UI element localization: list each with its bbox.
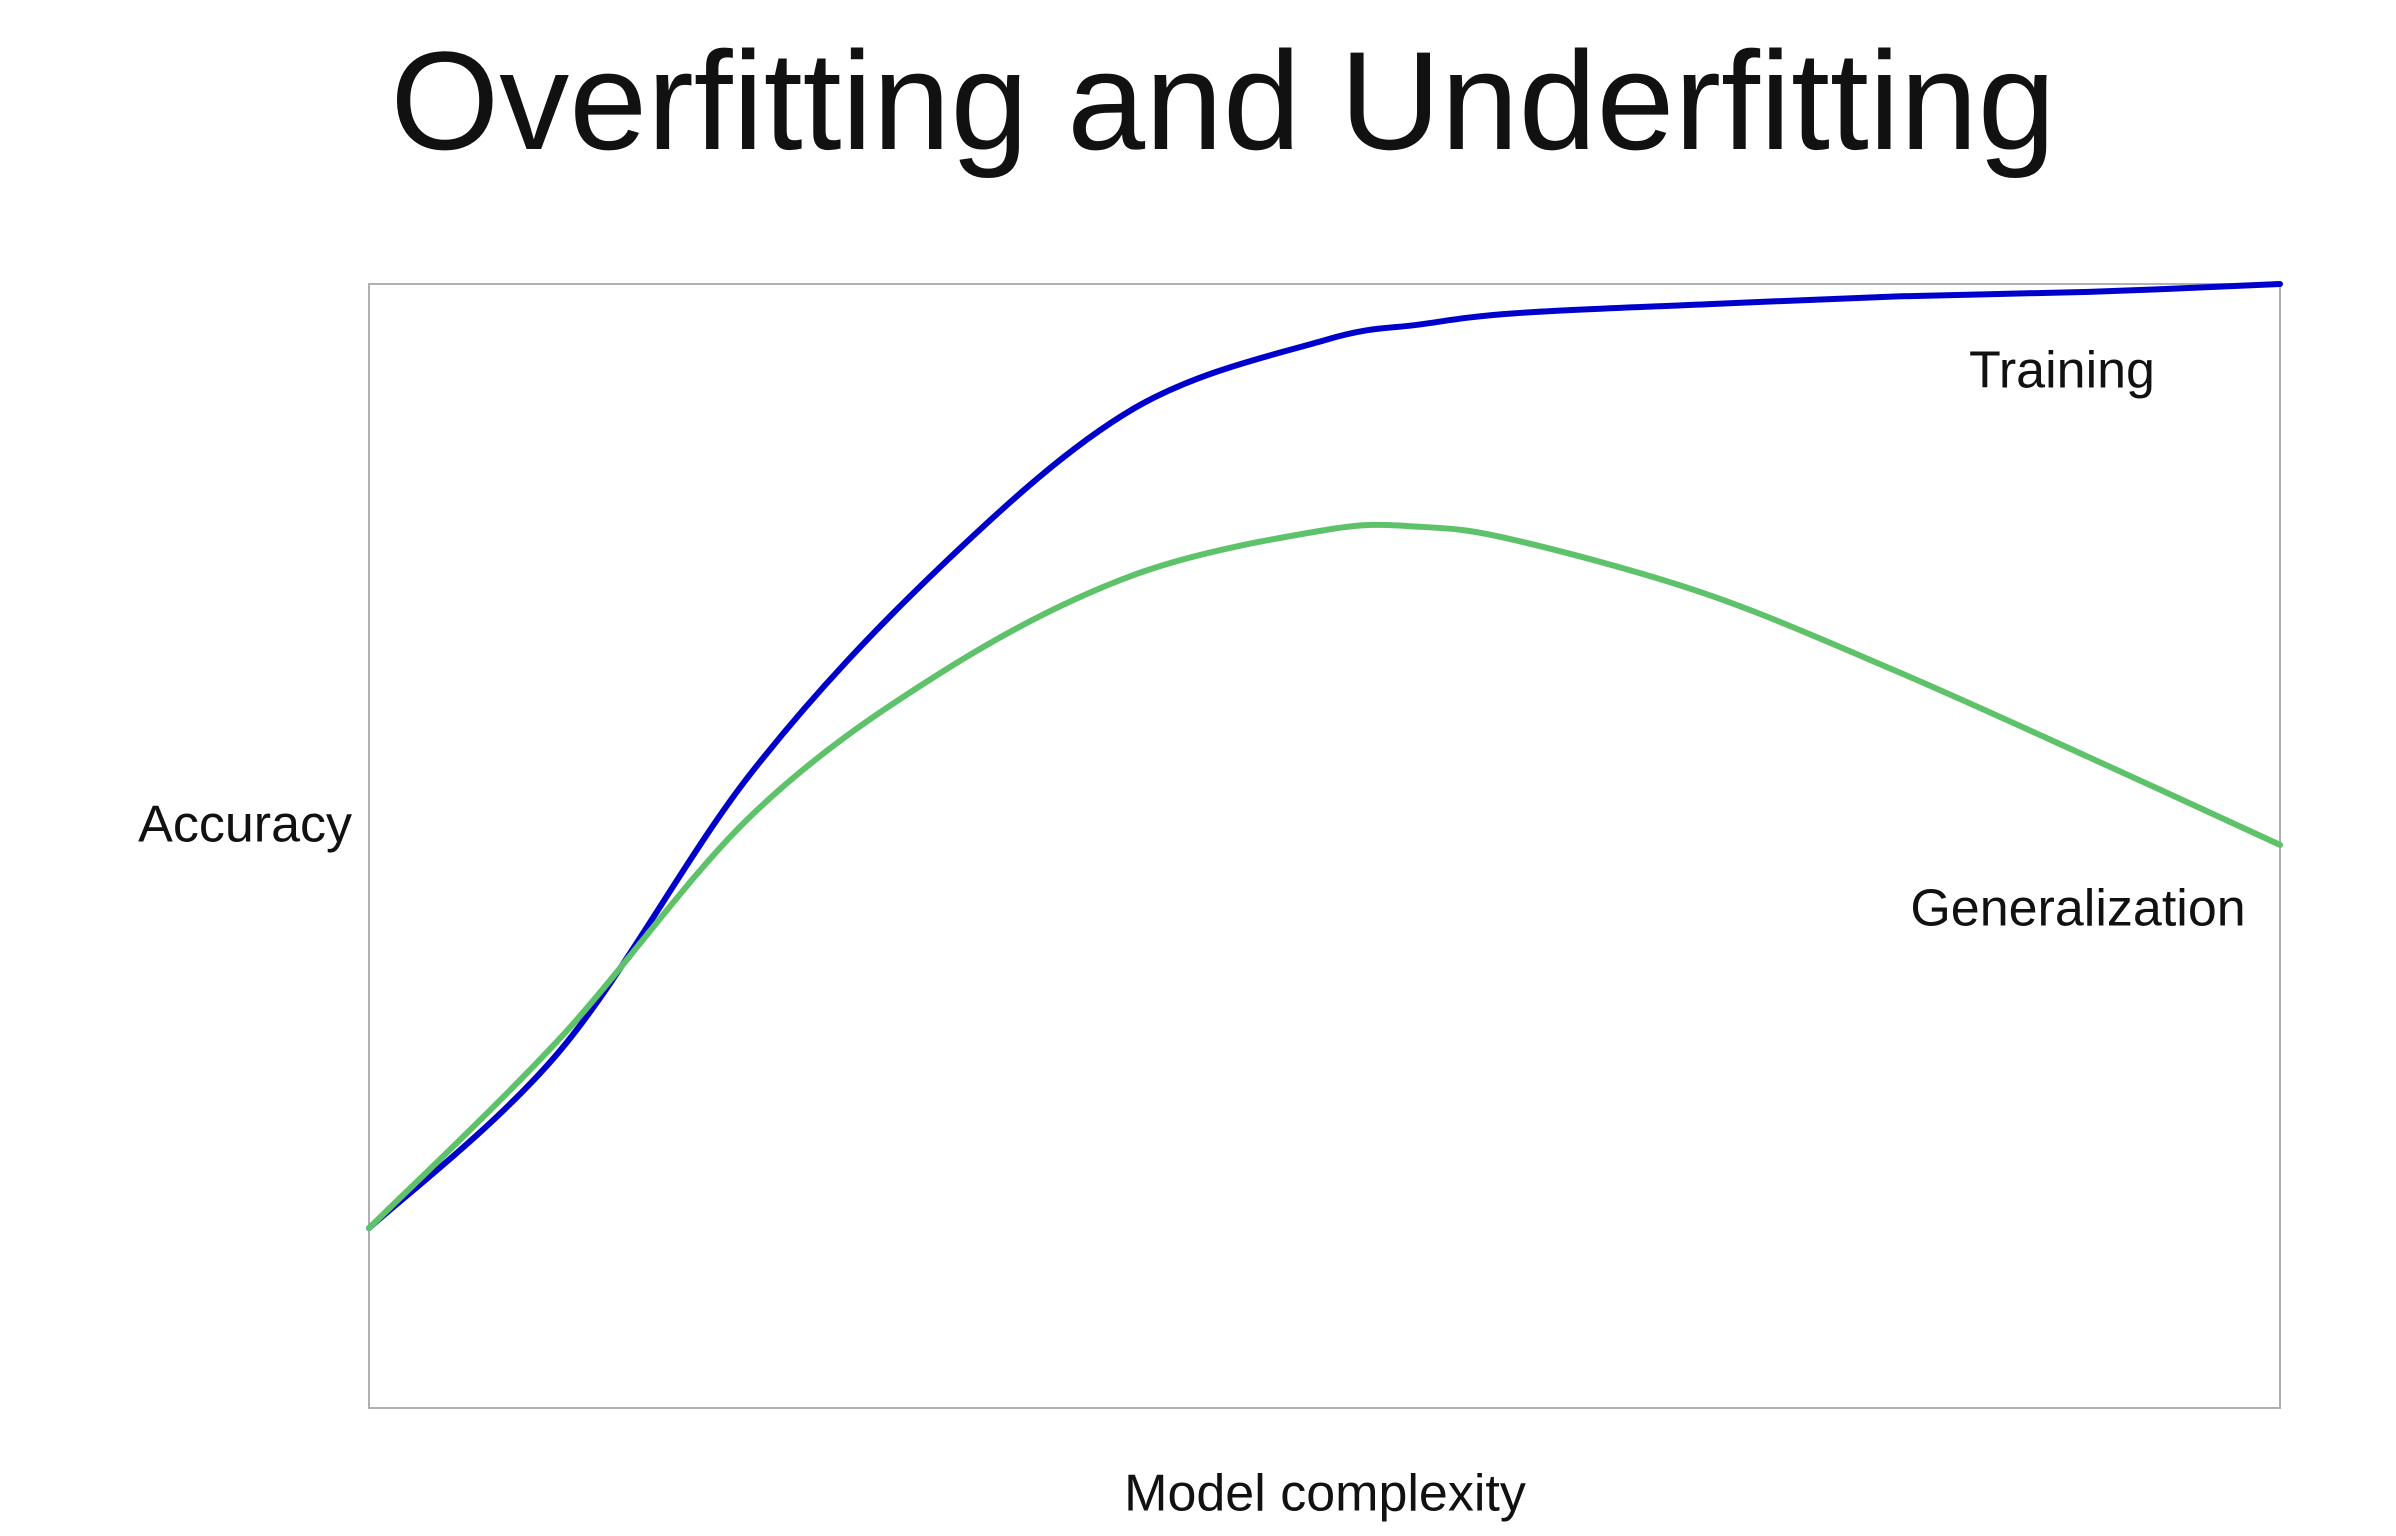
line-series: [366, 281, 2283, 1232]
x-axis-label: Model complexity: [1124, 1465, 1526, 1523]
line-series: [366, 521, 2283, 1232]
series-label: Training: [1969, 342, 2155, 400]
chart-title: Overfitting and Underfitting: [390, 22, 2055, 179]
y-axis-label: Accuracy: [138, 796, 352, 854]
plot-frame: [368, 283, 2281, 1409]
series-label: Generalization: [1910, 880, 2245, 938]
